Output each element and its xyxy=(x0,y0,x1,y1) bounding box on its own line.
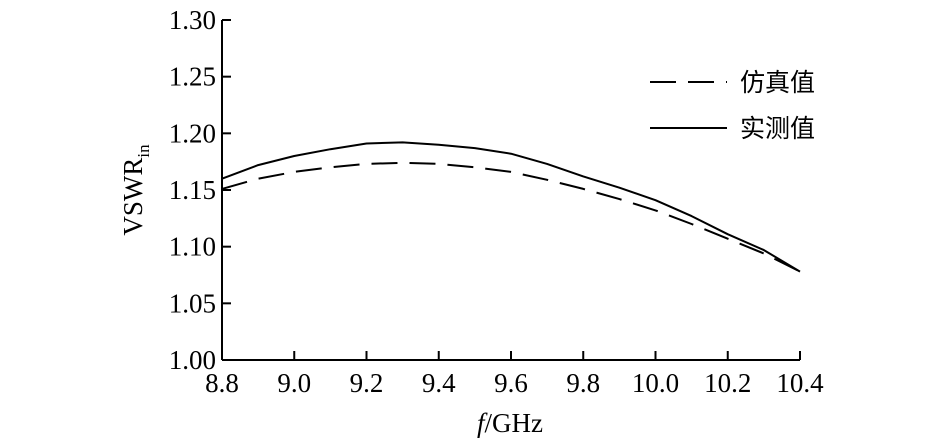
x-tick-label: 9.0 xyxy=(277,368,311,398)
y-tick-label: 1.30 xyxy=(169,5,216,35)
y-tick-label: 1.20 xyxy=(169,118,216,148)
x-tick-label: 10.4 xyxy=(776,368,824,398)
y-tick-label: 1.25 xyxy=(169,62,216,92)
y-tick-label: 1.10 xyxy=(169,232,216,262)
x-axis-title-rest: /GHz xyxy=(485,408,543,438)
series-line-measured xyxy=(221,141,801,273)
x-tick-label: 10.2 xyxy=(704,368,751,398)
legend-label: 仿真值 xyxy=(740,68,815,97)
y-axis-title-main: VSWR xyxy=(118,158,148,236)
series-line-simulated xyxy=(221,161,801,273)
y-axis-title-subscript: in xyxy=(134,144,153,158)
y-tick-label: 1.00 xyxy=(169,345,216,375)
x-tick-label: 9.6 xyxy=(494,368,528,398)
x-axis-title-italic: f xyxy=(477,408,488,438)
y-axis-title: VSWRin xyxy=(118,144,153,236)
x-tick-label: 8.8 xyxy=(205,368,239,398)
legend-label: 实测值 xyxy=(740,114,815,143)
axes xyxy=(221,20,800,361)
x-tick-label: 9.4 xyxy=(422,368,456,398)
y-tick-label: 1.05 xyxy=(169,288,216,318)
y-tick-label: 1.15 xyxy=(169,175,216,205)
x-tick-label: 9.8 xyxy=(566,368,600,398)
ticks: 1.00 1.05 1.10 1.15 1.20 1.25 1.30 8.8 9.0 9.2 9.4… xyxy=(169,5,824,398)
x-tick-label: 9.2 xyxy=(350,368,384,398)
x-axis-title: f/GHz xyxy=(477,408,543,438)
series-lines xyxy=(221,141,801,273)
x-tick-label: 10.0 xyxy=(632,368,679,398)
